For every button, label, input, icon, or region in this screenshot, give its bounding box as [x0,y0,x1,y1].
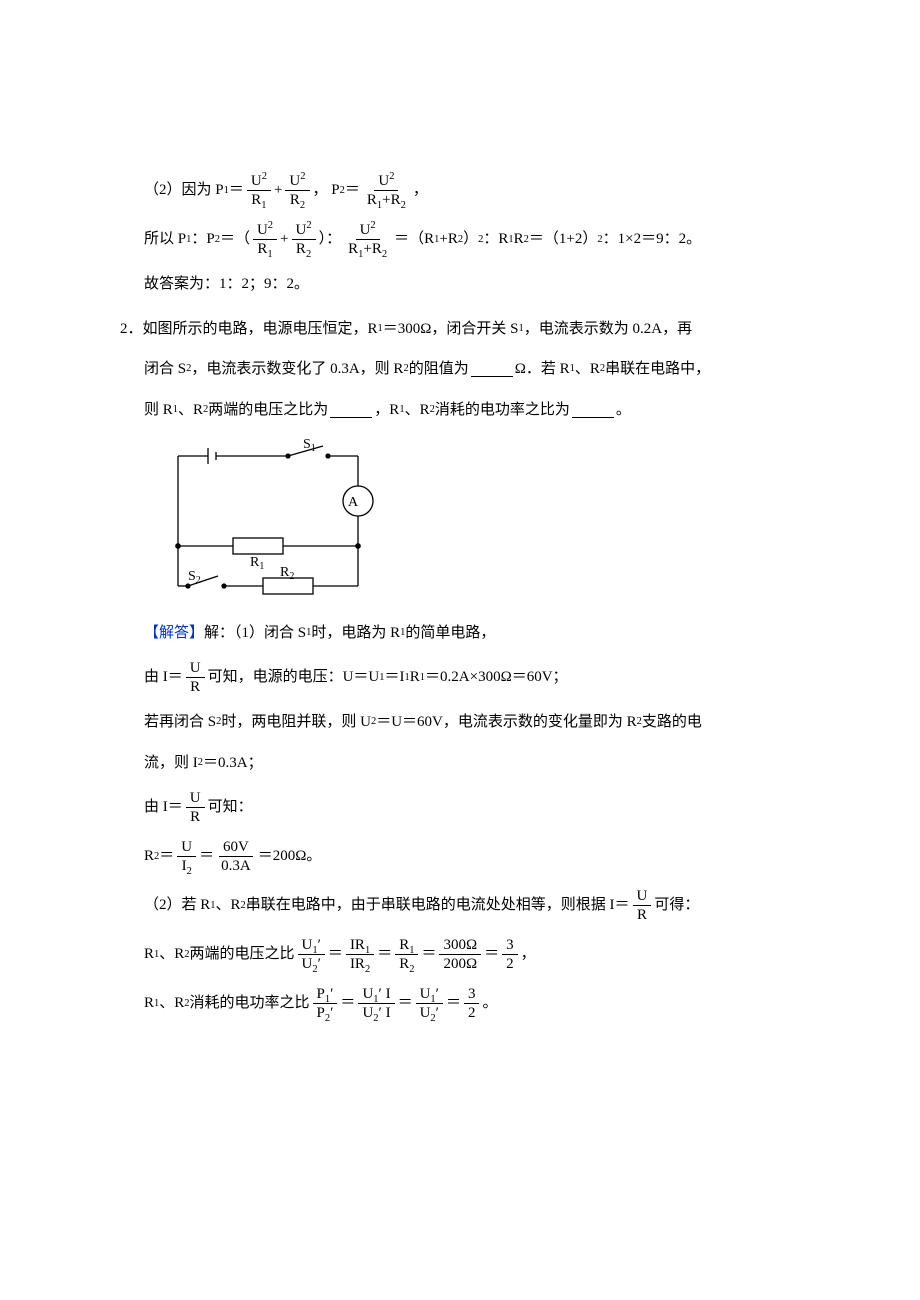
frac-r1r2: R1 R2 [395,936,418,973]
calc1: ＝（1+2） [529,225,597,254]
frac-3-2-b: 3 2 [464,985,480,1022]
mid1c: ） [463,225,478,254]
frac-b: U2 R2 [292,221,316,258]
p1-formula-line: （2）因为 P1 ＝ U2 R1 + U2 R2 ， P2 ＝ U2 R1+R2… [120,172,820,209]
p2-label: P [331,176,339,205]
calc2: ：1×2＝9：2。 [603,225,701,254]
comma2: ， [413,176,428,205]
close-colon: ）： [319,225,342,254]
frac-u1u2: U1′ U2′ [298,936,325,973]
page: （2）因为 P1 ＝ U2 R1 + U2 R2 ， P2 ＝ U2 R1+R2… [0,0,920,1300]
label-2: （2）因为 P [144,176,224,205]
p2-l1: 2． 如图所示的电路，电源电压恒定，R1 ＝300Ω，闭合开关 S1 ，电流表示… [120,315,820,344]
frac-u-i2: U I2 [177,838,196,875]
circuit-svg: S1 A R1 S2 R2 [158,436,388,596]
p2-num: 2． [120,315,143,344]
eq2: ＝ [345,176,360,205]
sol-l3: 若再闭合 S2 时，两电阻并联，则 U2 ＝U＝60V，电流表示数的变化量即为 … [120,708,820,737]
sol-l6: R2 ＝ U I2 ＝ 60V 0.3A ＝200Ω。 [120,838,820,875]
p2-l3: 则 R1 、R2 两端的电压之比为 ，R1 、R2 消耗的电功率之比为 。 [120,396,820,425]
frac-ur-3: U R [633,887,652,924]
frac-ur: U R [186,659,205,696]
frac-u2-r1r2: U2 R1+R2 [363,172,410,209]
frac-ir1ir2: IR1 IR2 [346,936,374,973]
colon: ：P [191,225,214,254]
mid1b: +R [439,225,457,254]
blank-1 [471,361,513,377]
circuit-diagram: S1 A R1 S2 R2 [158,436,820,607]
frac-ur-2: U R [186,789,205,826]
comma: ， [313,176,328,205]
sol-voltage-ratio: R1 、R2 两端的电压之比 U1′ U2′ ＝ IR1 IR2 ＝ R1 R2… [120,936,820,973]
sol-power-ratio: R1 、R2 消耗的电功率之比 P1′ P2′ ＝ U1′ I U2′ I ＝ … [120,985,820,1022]
frac-60-03: 60V 0.3A [217,838,255,875]
frac-u2-r1: U2 R1 [247,172,271,209]
frac-u1i-u2i: U1′ I U2′ I [358,985,394,1022]
frac-u2-r2: U2 R2 [285,172,309,209]
sol-p2: （2）若 R1 、R2 串联在电路中，由于串联电路的电流处处相等，则根据 I＝ … [120,887,820,924]
sol-l2: 由 I＝ U R 可知，电源的电压：U＝U1 ＝I1 R1 ＝0.2A×300Ω… [120,659,820,696]
plus: + [274,176,282,205]
sol-header: 【解答】 [144,619,204,648]
mid1: ＝（R [394,225,434,254]
frac-p1p2: P1′ P2′ [313,985,338,1022]
so: 所以 P [144,225,186,254]
sol-l5: 由 I＝ U R 可知： [120,789,820,826]
p2-l2: 闭合 S2 ，电流表示数变化了 0.3A，则 R2 的阻值为 Ω．若 R1 、R… [120,355,820,384]
svg-text:R2: R2 [280,565,294,582]
frac-3-2: 3 2 [502,936,518,973]
svg-text:A: A [348,495,359,510]
answer-line: 故答案为：1：2；9：2。 [120,270,820,299]
svg-text:S2: S2 [188,569,201,586]
svg-text:S1: S1 [303,437,316,454]
frac-a: U2 R1 [253,221,277,258]
colon2: ：R [483,225,508,254]
frac-u1u2-b: U1′ U2′ [416,985,443,1022]
frac-300-200: 300Ω 200Ω [439,936,481,973]
r-suffix: R [514,225,524,254]
svg-text:R1: R1 [250,555,264,572]
blank-2 [330,402,372,418]
sol-l4: 流，则 I2 ＝0.3A； [120,749,820,778]
eq: ＝ [229,176,244,205]
ratio-line: 所以 P1 ：P2 ＝（ U2 R1 + U2 R2 ）： U2 R1+R2 ＝… [120,221,820,258]
frac-c: U2 R1+R2 [344,221,391,258]
eq-open: ＝（ [220,225,250,254]
problem-2: 2． 如图所示的电路，电源电压恒定，R1 ＝300Ω，闭合开关 S1 ，电流表示… [120,315,820,1023]
sol-header-line: 【解答】 解：（1）闭合 S1 时，电路为 R1 的简单电路， [120,619,820,648]
blank-3 [572,402,614,418]
